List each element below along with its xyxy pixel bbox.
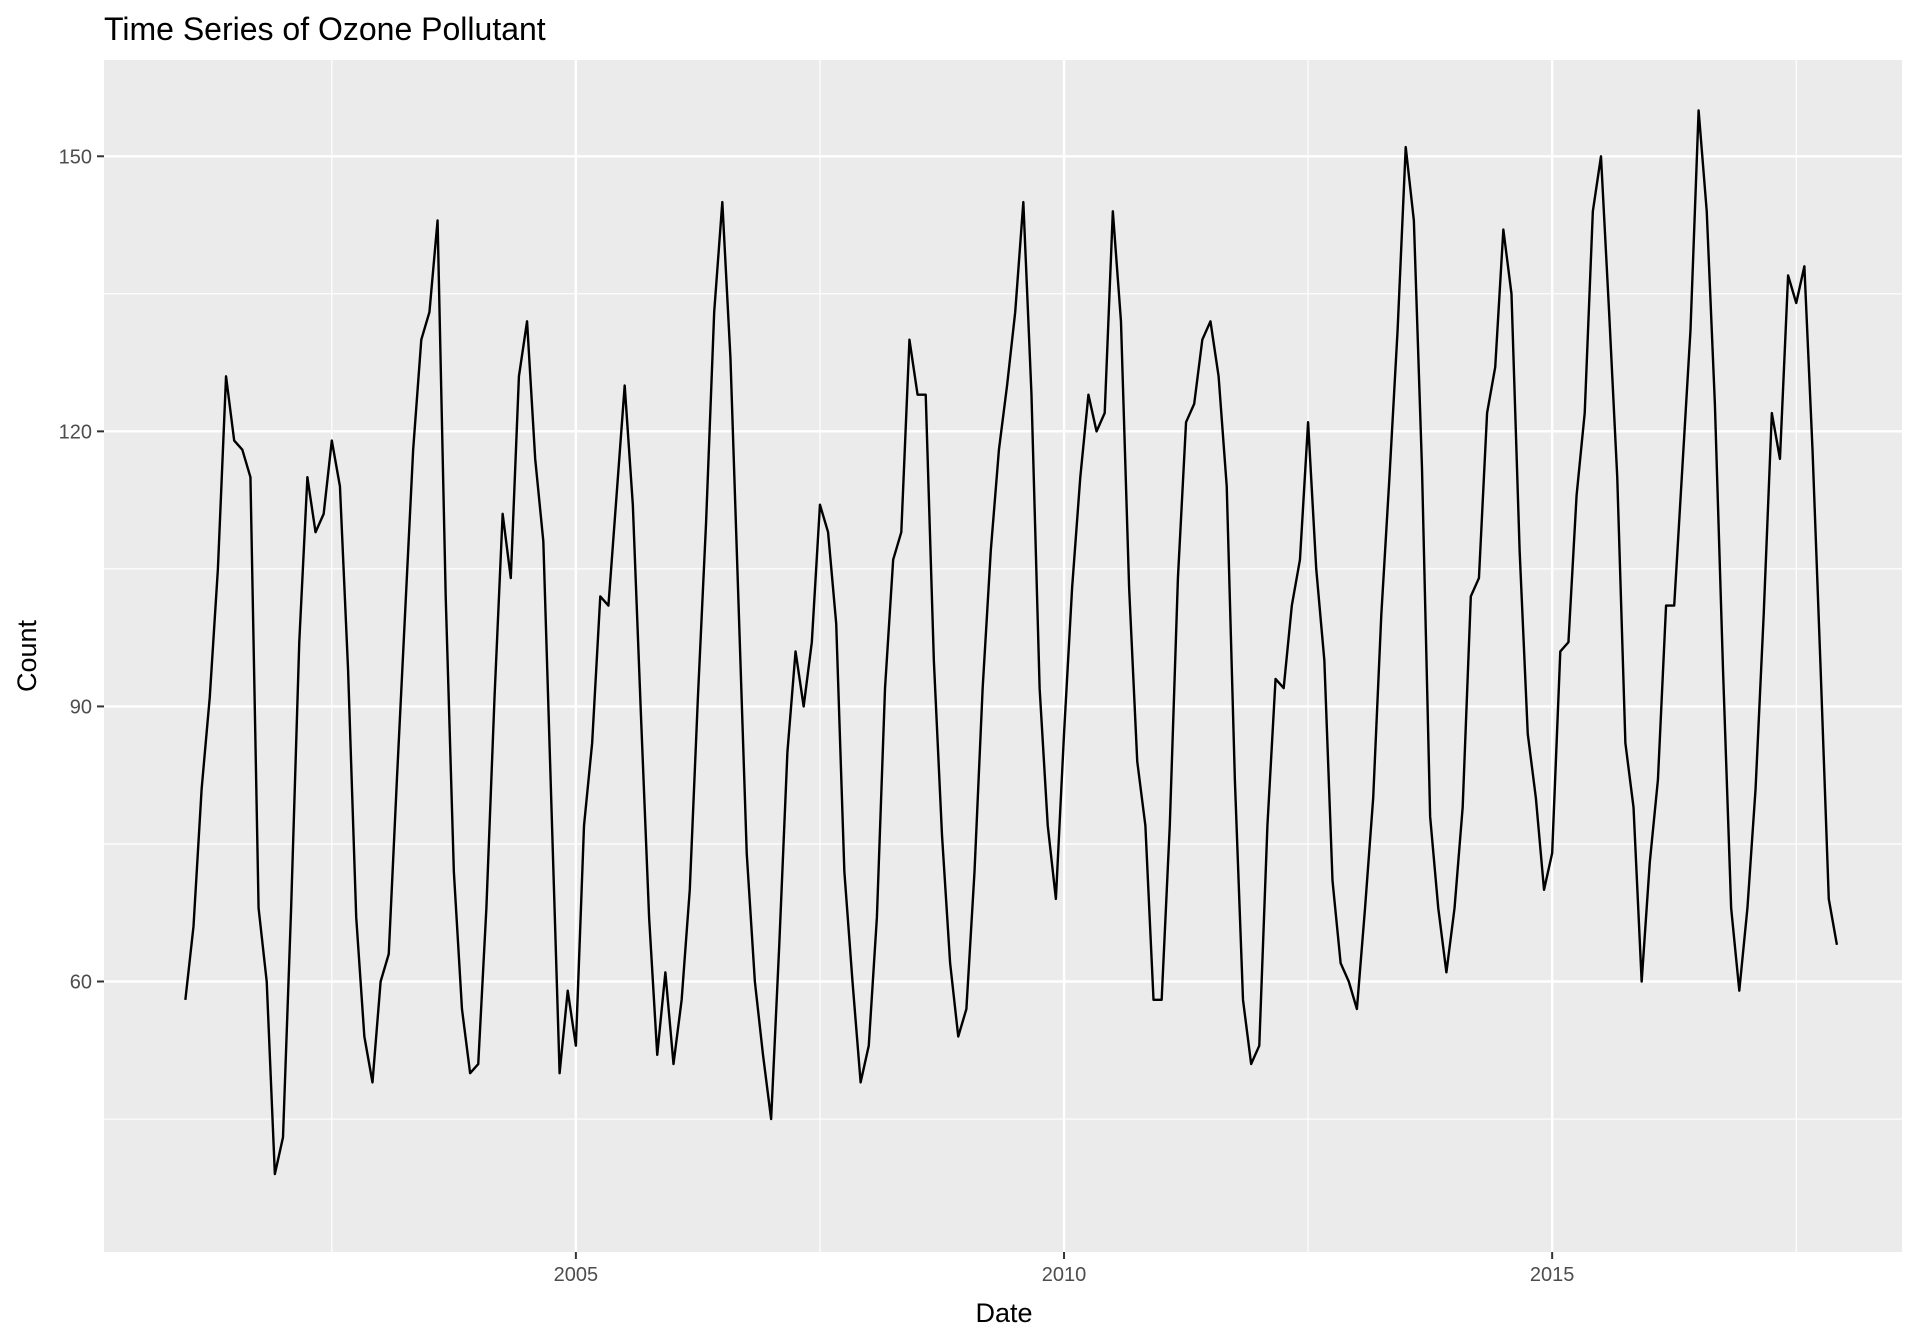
- y-tick-label: 90: [70, 696, 92, 718]
- chart-title: Time Series of Ozone Pollutant: [104, 11, 546, 47]
- minor-gridlines: [104, 60, 1902, 1252]
- y-axis-ticks: 60 90 120 150: [59, 146, 104, 994]
- y-tick-label: 150: [59, 146, 92, 168]
- x-axis-ticks: 2005 2010 2015: [554, 1252, 1575, 1286]
- x-tick-label: 2010: [1042, 1264, 1087, 1286]
- x-axis-title: Date: [975, 1298, 1032, 1328]
- y-tick-label: 60: [70, 972, 92, 994]
- y-axis-title: Count: [12, 619, 42, 692]
- ozone-series-line: [184, 109, 1839, 1176]
- x-tick-label: 2015: [1530, 1264, 1575, 1286]
- major-gridlines: [104, 60, 1902, 1252]
- x-tick-label: 2005: [554, 1264, 599, 1286]
- y-tick-label: 120: [59, 421, 92, 443]
